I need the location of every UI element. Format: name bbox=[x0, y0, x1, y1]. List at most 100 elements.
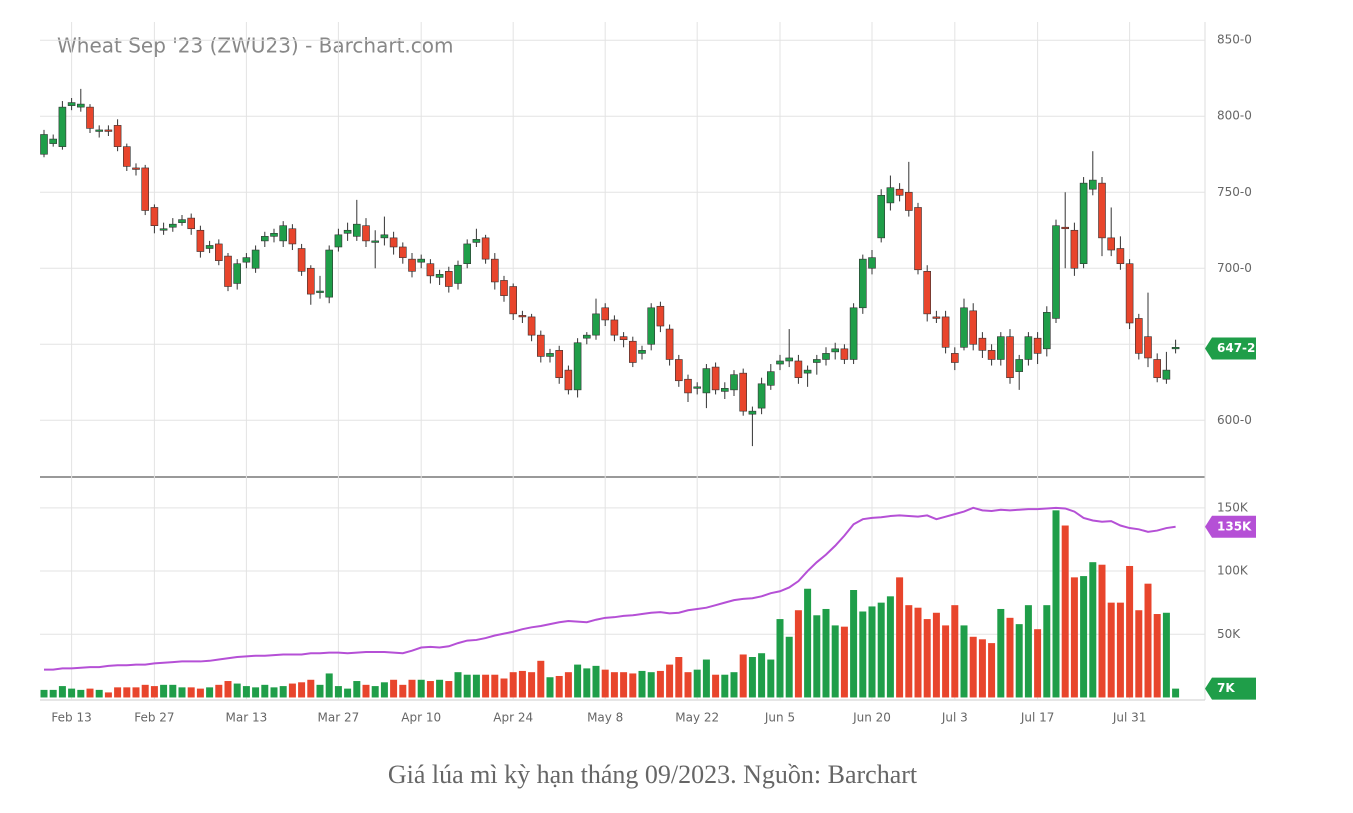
chart-title: Wheat Sep '23 (ZWU23) - Barchart.com bbox=[57, 34, 454, 58]
candle-body bbox=[711, 366, 720, 391]
volume-bar bbox=[242, 686, 250, 698]
volume-bar bbox=[859, 611, 867, 698]
candle-body bbox=[1171, 347, 1180, 350]
y2-tick-label: 150K bbox=[1217, 500, 1249, 514]
volume-bar bbox=[574, 664, 582, 698]
volume-bar bbox=[932, 612, 940, 698]
candle-body bbox=[849, 307, 858, 360]
volume-bar bbox=[298, 682, 306, 698]
volume-bar bbox=[555, 675, 563, 698]
x-tick-label: Jun 5 bbox=[764, 711, 795, 725]
candle-body bbox=[490, 258, 499, 283]
volume-bar bbox=[187, 687, 195, 698]
candle-body bbox=[592, 313, 600, 336]
candle-body bbox=[684, 378, 692, 394]
candle-body bbox=[159, 228, 168, 231]
x-tick-label: Apr 10 bbox=[401, 711, 441, 725]
volume-bar bbox=[767, 659, 775, 698]
candle-body bbox=[776, 360, 784, 365]
y-tick-label: 700-0 bbox=[1217, 261, 1252, 275]
candle-body bbox=[564, 369, 573, 391]
volume-bar bbox=[1015, 624, 1023, 698]
candle-body bbox=[748, 410, 757, 415]
candle-body bbox=[794, 360, 803, 379]
y-tick-label: 600-0 bbox=[1217, 413, 1252, 427]
candle-body bbox=[822, 353, 830, 360]
volume-bar bbox=[702, 659, 710, 698]
candle-body bbox=[1098, 182, 1106, 239]
candle-body bbox=[610, 319, 619, 336]
volume-bar bbox=[831, 625, 839, 698]
candle-body bbox=[647, 307, 656, 345]
candle-body bbox=[601, 307, 610, 321]
candle-body bbox=[178, 219, 186, 223]
volume-bar bbox=[58, 686, 66, 698]
candle-body bbox=[1033, 337, 1042, 354]
y-tick-label: 800-0 bbox=[1217, 109, 1252, 123]
candle-body bbox=[224, 255, 232, 287]
volume-bar bbox=[114, 687, 122, 698]
candle-body bbox=[270, 232, 278, 237]
candle-body bbox=[1107, 237, 1115, 251]
open-interest-line bbox=[44, 506, 1176, 671]
volume-bar bbox=[629, 673, 637, 698]
volume-bar bbox=[344, 688, 352, 698]
volume-bar bbox=[564, 672, 572, 698]
candle-body bbox=[739, 372, 748, 412]
volume-bar bbox=[279, 686, 287, 698]
candle-body bbox=[730, 374, 738, 391]
volume-bar bbox=[270, 687, 278, 698]
candle-body bbox=[895, 188, 904, 196]
candle-body bbox=[352, 223, 361, 237]
x-tick-label: Apr 24 bbox=[493, 711, 533, 725]
volume-bar bbox=[390, 679, 398, 698]
candle-body bbox=[1015, 359, 1024, 372]
volume-bar bbox=[436, 679, 444, 698]
candle-body bbox=[619, 336, 628, 341]
volume-bar bbox=[546, 677, 554, 698]
candle-body bbox=[1070, 229, 1079, 269]
candle-body bbox=[444, 271, 453, 287]
volume-bar bbox=[454, 672, 462, 698]
candle-body bbox=[343, 229, 352, 234]
candle-body bbox=[509, 286, 518, 315]
candle-body bbox=[969, 310, 978, 345]
candle-body bbox=[932, 316, 941, 319]
candle-body bbox=[481, 237, 490, 260]
y2-tick-label: 50K bbox=[1217, 627, 1241, 641]
volume-bar bbox=[997, 608, 1005, 698]
volume-bar bbox=[850, 590, 858, 698]
volume-bar bbox=[1162, 612, 1170, 698]
volume-bar bbox=[712, 674, 720, 698]
volume-bar bbox=[1070, 577, 1078, 698]
volume-bar bbox=[684, 672, 692, 698]
candle-body bbox=[95, 129, 103, 132]
candle-body bbox=[941, 316, 950, 348]
candle-body bbox=[868, 257, 876, 269]
y2-tick-label: 100K bbox=[1217, 564, 1249, 578]
volume-bar bbox=[960, 625, 968, 698]
candle-body bbox=[702, 368, 711, 394]
volume-bar bbox=[353, 681, 361, 698]
volume-bar bbox=[822, 608, 830, 698]
volume-bar bbox=[500, 678, 508, 698]
candle-body bbox=[215, 243, 223, 261]
candle-body bbox=[1024, 336, 1033, 360]
volume-bar bbox=[647, 672, 655, 698]
volume-bar bbox=[169, 684, 177, 698]
volume-bar bbox=[518, 670, 526, 698]
candle-body bbox=[371, 240, 380, 243]
volume-bar bbox=[472, 674, 480, 698]
volume-bar bbox=[969, 636, 977, 698]
value-badge bbox=[1205, 677, 1256, 700]
candle-body bbox=[49, 138, 58, 144]
candle-body bbox=[555, 350, 564, 379]
volume-bar bbox=[49, 689, 57, 698]
volume-bar bbox=[334, 686, 342, 698]
volume-bar bbox=[666, 664, 674, 698]
volume-bar bbox=[132, 687, 140, 698]
candle-body bbox=[978, 337, 987, 351]
candle-body bbox=[886, 187, 895, 204]
volume-bar bbox=[261, 684, 269, 698]
x-tick-label: Feb 13 bbox=[51, 711, 91, 725]
